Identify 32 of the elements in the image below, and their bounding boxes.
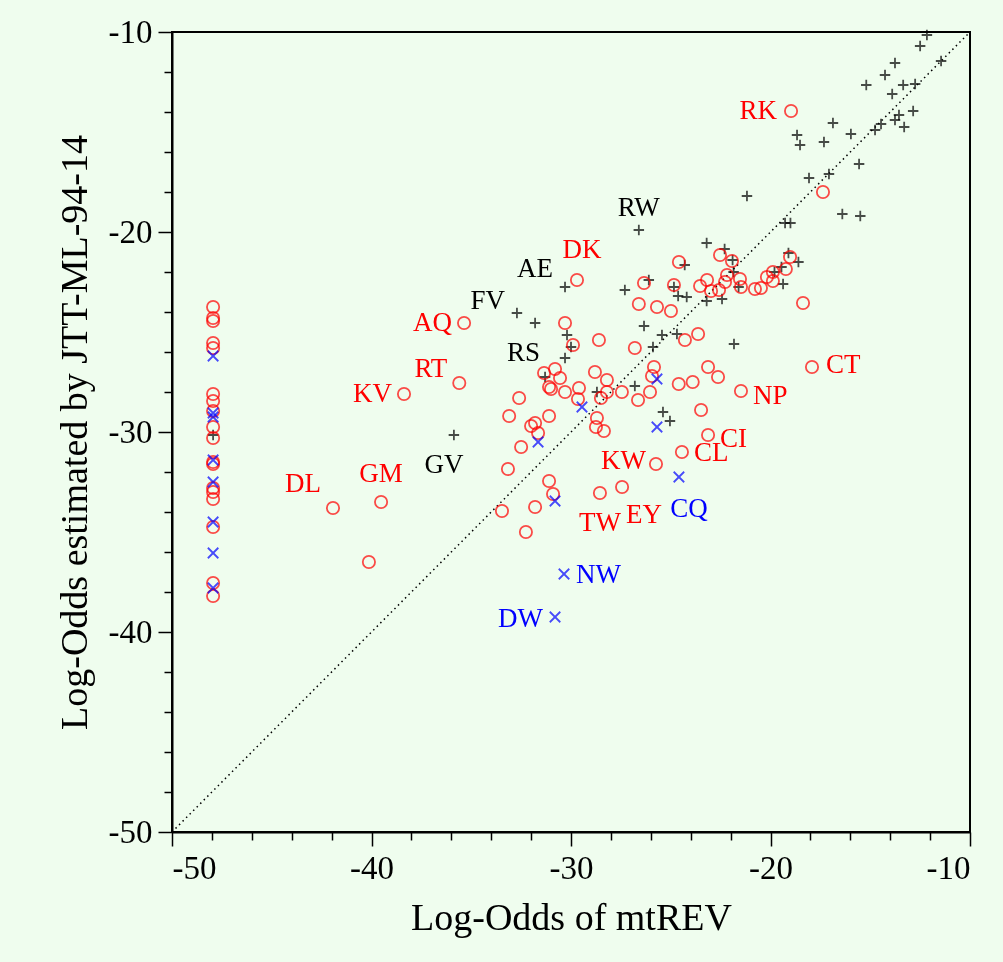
data-label: EY xyxy=(626,499,663,529)
x-tick-label: -40 xyxy=(350,849,394,886)
y-tick-label: -30 xyxy=(108,413,153,450)
data-label: GV xyxy=(424,449,464,479)
data-label: NP xyxy=(752,380,788,410)
x-axis-title: Log-Odds of mtREV xyxy=(411,895,733,938)
x-tick-label: -50 xyxy=(172,849,217,886)
y-tick-label: -50 xyxy=(108,813,153,850)
data-label: FV xyxy=(470,285,506,315)
y-tick-label: -40 xyxy=(108,613,153,650)
data-label: KW xyxy=(601,445,647,475)
data-label: NW xyxy=(576,559,622,589)
data-label: CQ xyxy=(670,493,709,523)
y-tick-label: -10 xyxy=(108,13,153,50)
data-label: CT xyxy=(826,349,861,379)
y-axis-title: Log-Odds estimated by JTT-ML-94-14 xyxy=(52,135,95,730)
data-label: AQ xyxy=(413,307,453,337)
y-tick-label: -20 xyxy=(108,213,153,250)
data-label: RW xyxy=(617,192,661,222)
data-label: AE xyxy=(517,253,554,283)
data-label: GM xyxy=(359,458,403,488)
data-label: TW xyxy=(578,507,622,537)
data-label: DW xyxy=(498,603,544,633)
data-label: RT xyxy=(414,353,448,383)
x-tick-label: -30 xyxy=(549,849,594,886)
data-label: DL xyxy=(285,468,321,498)
data-label: DK xyxy=(562,234,602,264)
x-tick-label: -10 xyxy=(926,849,971,886)
data-label: KV xyxy=(353,378,393,408)
x-tick-label: -20 xyxy=(749,849,793,886)
data-label: RK xyxy=(739,95,778,125)
data-label: RS xyxy=(506,337,541,367)
